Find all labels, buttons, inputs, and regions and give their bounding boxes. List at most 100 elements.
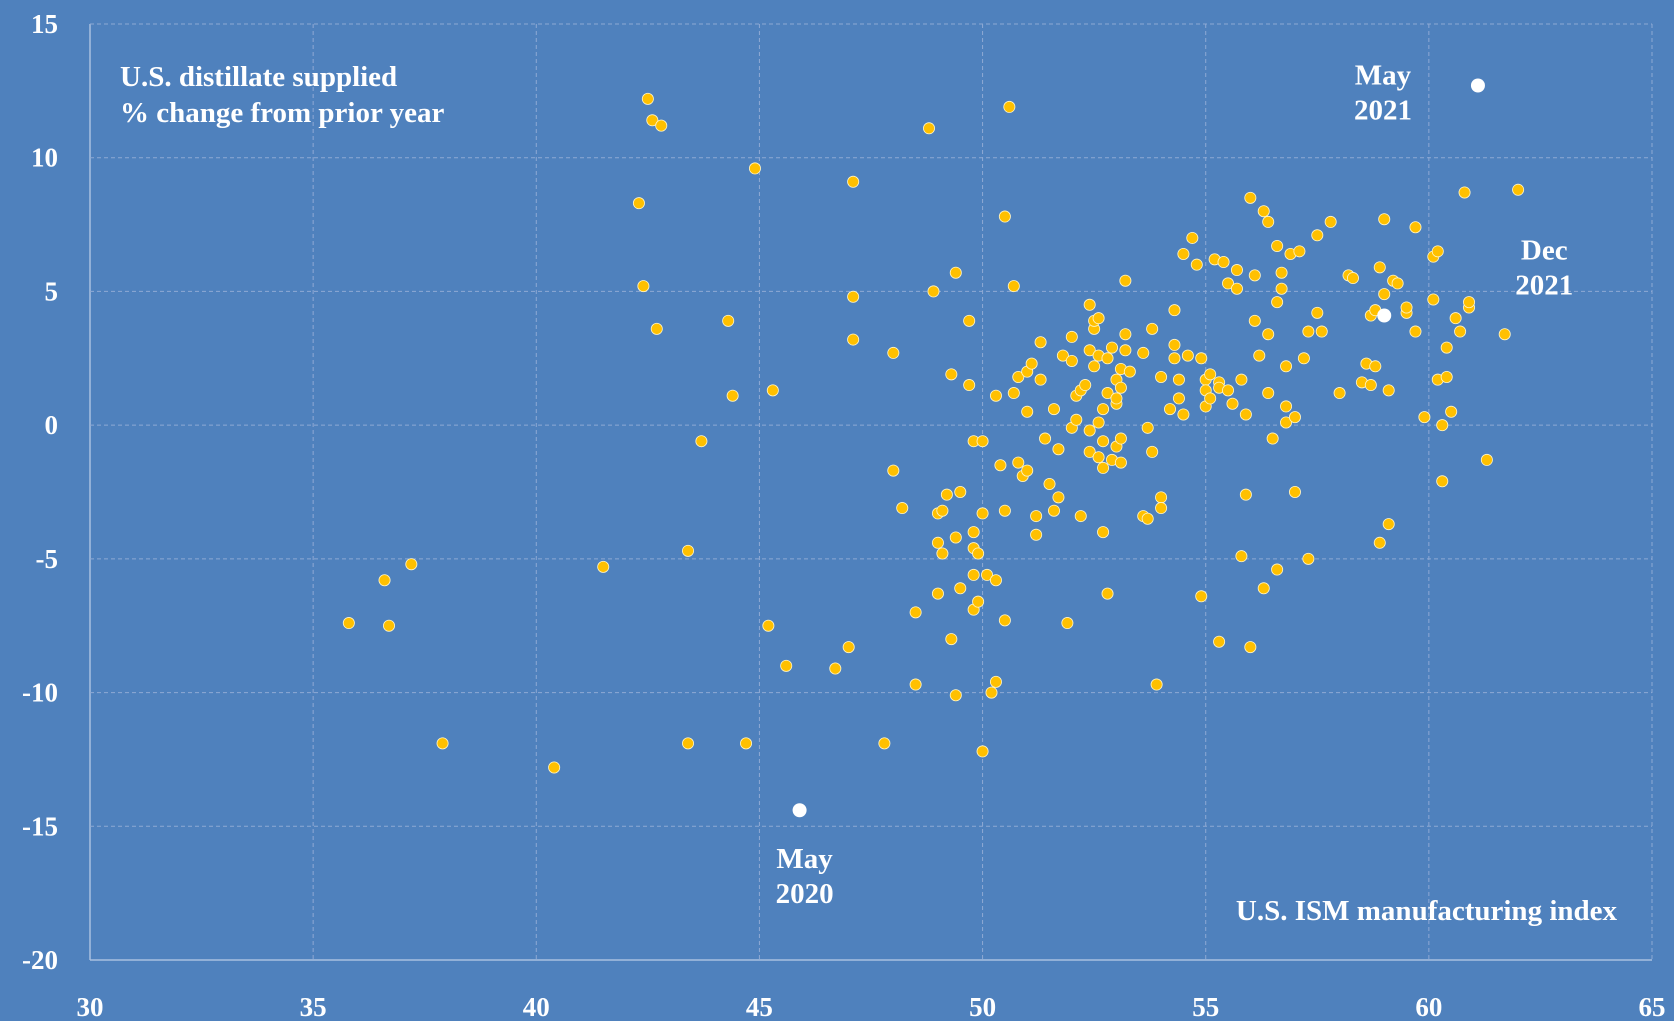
data-point <box>1288 485 1301 498</box>
data-point <box>1168 352 1181 365</box>
data-point <box>762 619 775 632</box>
data-point <box>1088 360 1101 373</box>
data-point <box>989 389 1002 402</box>
data-point <box>967 568 980 581</box>
highlight-label: Dec 2021 <box>1515 234 1573 301</box>
data-point <box>378 574 391 587</box>
data-point <box>1012 456 1025 469</box>
highlight-label-line: 2021 <box>1515 269 1573 301</box>
data-point <box>878 737 891 750</box>
data-point <box>1280 400 1293 413</box>
data-point <box>1119 274 1132 287</box>
data-point <box>1083 298 1096 311</box>
data-point <box>1222 277 1235 290</box>
data-point <box>740 737 753 750</box>
data-point <box>1083 445 1096 458</box>
data-point <box>1235 373 1248 386</box>
data-point <box>909 606 922 619</box>
y-tick-label: 10 <box>31 143 58 173</box>
y-tick-label: -10 <box>22 678 58 708</box>
x-tick-label: 60 <box>1415 992 1442 1021</box>
data-point <box>1378 213 1391 226</box>
data-point <box>1257 582 1270 595</box>
data-point <box>1186 231 1199 244</box>
data-point <box>436 737 449 750</box>
data-point <box>1097 461 1110 474</box>
data-point <box>1101 387 1114 400</box>
data-point <box>1123 365 1136 378</box>
data-point <box>1244 191 1257 204</box>
data-point <box>342 617 355 630</box>
data-point <box>923 122 936 135</box>
data-point <box>998 504 1011 517</box>
data-point <box>896 502 909 515</box>
data-point <box>1083 344 1096 357</box>
data-point <box>887 346 900 359</box>
data-point <box>949 689 962 702</box>
data-point <box>597 560 610 573</box>
data-point <box>1230 264 1243 277</box>
y-axis-label-line: U.S. distillate supplied <box>120 61 397 93</box>
x-axis-label: U.S. ISM manufacturing index <box>1236 895 1618 927</box>
data-point <box>1454 325 1467 338</box>
data-point <box>1052 443 1065 456</box>
data-point <box>1146 322 1159 335</box>
data-point <box>1275 266 1288 279</box>
data-point <box>1315 325 1328 338</box>
data-point <box>1248 269 1261 282</box>
data-point <box>1012 371 1025 384</box>
data-point <box>383 619 396 632</box>
data-point <box>1449 312 1462 325</box>
data-point <box>1302 552 1315 565</box>
data-point <box>981 568 994 581</box>
y-tick-label: 0 <box>45 410 59 440</box>
data-point <box>1097 403 1110 416</box>
data-point <box>1007 387 1020 400</box>
data-point <box>1119 344 1132 357</box>
data-point <box>1512 183 1525 196</box>
data-point <box>1378 288 1391 301</box>
data-point <box>1034 336 1047 349</box>
highlight-points <box>792 78 1485 818</box>
data-point <box>998 614 1011 627</box>
data-point <box>963 379 976 392</box>
highlight-label: May 2020 <box>776 843 834 910</box>
data-point <box>945 633 958 646</box>
data-point <box>998 210 1011 223</box>
data-point <box>976 435 989 448</box>
data-point <box>1271 296 1284 309</box>
data-point <box>847 175 860 188</box>
data-point <box>1030 510 1043 523</box>
data-point <box>780 659 793 672</box>
data-point <box>1427 293 1440 306</box>
data-point <box>1226 397 1239 410</box>
data-point <box>1052 491 1065 504</box>
data-point <box>954 485 967 498</box>
data-point <box>1110 392 1123 405</box>
data-point <box>1047 403 1060 416</box>
data-point <box>976 745 989 758</box>
data-point <box>1257 205 1270 218</box>
data-point <box>1333 387 1346 400</box>
data-point <box>1297 352 1310 365</box>
data-point <box>1039 432 1052 445</box>
data-point <box>945 368 958 381</box>
data-point <box>1146 445 1159 458</box>
x-tick-label: 35 <box>300 992 327 1021</box>
y-tick-label: -15 <box>22 811 58 841</box>
data-point <box>1177 408 1190 421</box>
data-point <box>936 504 949 517</box>
data-point <box>1213 635 1226 648</box>
data-point <box>1092 416 1105 429</box>
highlight-point <box>1470 78 1485 93</box>
data-point <box>1065 354 1078 367</box>
data-point <box>646 114 659 127</box>
data-point <box>1436 419 1449 432</box>
data-point <box>637 280 650 293</box>
data-point <box>909 678 922 691</box>
data-point <box>1105 341 1118 354</box>
data-point <box>1222 384 1235 397</box>
data-point <box>1431 245 1444 258</box>
